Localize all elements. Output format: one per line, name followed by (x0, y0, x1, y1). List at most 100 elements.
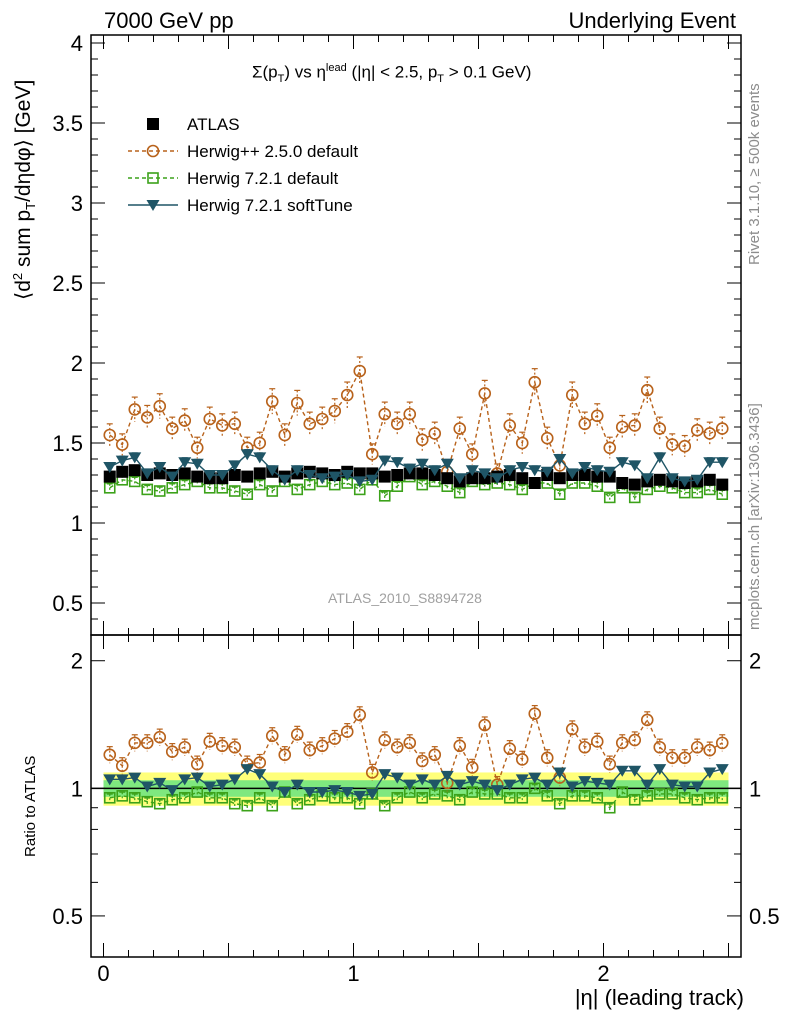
ratio-data-point (678, 791, 691, 804)
upper-data-point (228, 485, 241, 497)
ratio-y-tick-label-left: 2 (71, 649, 83, 674)
upper-data-point (703, 457, 717, 469)
upper-data-point (178, 478, 191, 491)
upper-data-point (365, 447, 379, 461)
upper-data-point (703, 427, 717, 440)
upper-data-point (191, 470, 204, 483)
ratio-data-point (141, 795, 154, 808)
ratio-data-point (140, 736, 154, 750)
ratio-data-point (115, 774, 129, 786)
upper-data-point (465, 447, 479, 461)
ratio-data-point (565, 781, 579, 793)
upper-data-point (190, 441, 204, 455)
ratio-data-point (678, 751, 692, 765)
legend-label: Herwig++ 2.5.0 default (187, 142, 358, 161)
upper-data-point (378, 470, 391, 483)
upper-data-point (178, 457, 192, 469)
upper-data-point (453, 422, 467, 435)
upper-data-point (115, 455, 129, 467)
ratio-data-point (640, 779, 654, 791)
legend-marker (147, 172, 159, 184)
upper-data-point (103, 481, 116, 494)
upper-data-point (203, 412, 217, 426)
ratio-data-point (390, 740, 404, 754)
ratio-data-point (591, 791, 604, 804)
ratio-data-point (528, 707, 542, 720)
upper-data-point (653, 452, 667, 464)
upper-data-point (528, 375, 542, 389)
upper-data-point (228, 469, 241, 481)
upper-data-point (253, 436, 267, 450)
ratio-data-point (465, 776, 479, 788)
upper-data-point (553, 454, 567, 465)
upper-data-point (628, 478, 641, 491)
ratio-data-point (653, 788, 666, 800)
upper-data-point (103, 462, 117, 473)
ratio-data-point (365, 766, 379, 779)
upper-data-point (403, 463, 417, 475)
upper-data-point (690, 474, 704, 486)
upper-data-point (703, 473, 716, 486)
ratio-data-point (390, 772, 404, 784)
legend-marker (146, 144, 160, 158)
upper-data-point (128, 452, 142, 464)
ratio-data-point (178, 740, 192, 754)
upper-data-point (128, 403, 142, 416)
ratio-data-point (216, 791, 229, 804)
ratio-data-point (703, 743, 717, 757)
upper-data-point (190, 458, 204, 470)
ratio-data-point (240, 764, 254, 776)
ratio-data-point (428, 748, 442, 762)
ratio-data-point (228, 797, 241, 810)
ratio-data-point (315, 739, 329, 753)
ratio-data-point (116, 790, 129, 802)
ratio-data-point (578, 740, 592, 754)
upper-data-point (578, 469, 591, 481)
upper-data-point (140, 468, 154, 480)
upper-data-point (203, 470, 217, 481)
upper-data-point (365, 474, 379, 486)
ratio-data-point (616, 786, 629, 798)
ratio-data-point (403, 779, 417, 791)
ratio-data-point (353, 790, 367, 802)
upper-data-point (153, 485, 166, 497)
ratio-data-point (490, 785, 504, 797)
upper-y-tick-label: 1.5 (52, 431, 83, 456)
upper-data-point (315, 473, 329, 485)
ratio-data-point (440, 770, 454, 782)
ratio-data-point (528, 772, 542, 784)
upper-data-point (553, 488, 566, 501)
ratio-data-point (640, 713, 654, 727)
ratio-data-point (453, 779, 467, 791)
upper-y-axis-label: ⟨d2 sum pT/dηdφ⟩ [GeV] (10, 79, 39, 300)
ratio-data-point (128, 736, 142, 750)
legend-label: Herwig 7.2.1 default (187, 169, 338, 188)
header-right: Underlying Event (568, 8, 736, 33)
upper-data-point (628, 491, 641, 504)
ratio-data-point (665, 779, 679, 791)
ratio-data-point (603, 779, 617, 791)
upper-series-herwig-7-2-1-softtune (103, 449, 729, 488)
ratio-data-point (478, 718, 492, 732)
upper-data-point (416, 467, 429, 480)
upper-data-point (278, 428, 292, 442)
upper-data-point (378, 455, 392, 467)
upper-data-point (441, 472, 454, 485)
ratio-data-point (628, 793, 641, 806)
ratio-data-point (190, 757, 204, 771)
upper-data-point (153, 399, 167, 413)
upper-data-point (266, 485, 279, 497)
upper-data-point (340, 388, 354, 402)
ratio-data-point (541, 790, 554, 802)
upper-series-herwig-2-5-0-default (103, 356, 729, 483)
upper-data-point (440, 458, 454, 470)
ratio-data-point (453, 793, 466, 806)
upper-data-point (603, 466, 617, 478)
upper-data-point (428, 427, 442, 440)
upper-data-point (503, 419, 517, 432)
ratio-data-point (715, 764, 729, 776)
upper-data-point (340, 470, 354, 481)
upper-data-point (628, 460, 642, 472)
upper-y-tick-label: 3 (71, 191, 83, 216)
ratio-data-point (403, 736, 417, 750)
